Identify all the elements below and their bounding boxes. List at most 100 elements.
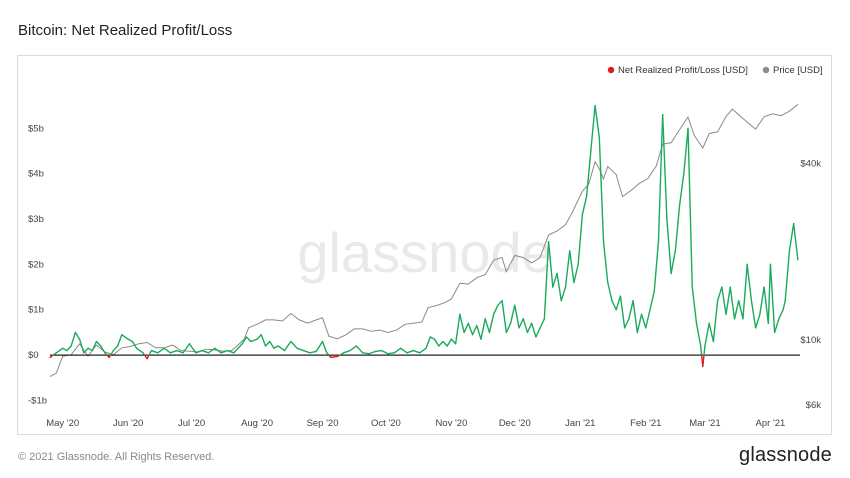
nrpl-segment	[429, 336, 436, 340]
nrpl-segment	[695, 322, 702, 347]
nrpl-segment	[150, 349, 159, 354]
nrpl-segment	[773, 318, 780, 334]
nrpl-segment	[442, 340, 448, 347]
nrpl-segment	[501, 299, 508, 334]
nrpl-segment	[632, 299, 639, 334]
brand-logo[interactable]: glassnode	[739, 444, 832, 466]
nrpl-segment	[729, 286, 736, 320]
nrpl-segment	[70, 331, 77, 347]
nrpl-segment	[674, 204, 681, 252]
nrpl-segment	[535, 327, 541, 338]
nrpl-segment	[321, 340, 328, 354]
nrpl-segment	[380, 349, 389, 355]
nrpl-segment	[214, 347, 222, 354]
nrpl-segment	[121, 333, 129, 340]
nrpl-segment	[763, 286, 770, 325]
nrpl-segment	[509, 304, 516, 325]
nrpl-segment	[645, 309, 651, 329]
y-right-tick-label: $10k	[800, 335, 821, 346]
nrpl-segment	[746, 263, 753, 302]
nrpl-segment	[569, 250, 575, 284]
nrpl-segment	[564, 250, 571, 288]
nrpl-segment	[207, 347, 216, 354]
nrpl-segment	[290, 340, 298, 349]
nrpl-segment	[446, 338, 453, 347]
y-left-tick-label: $0	[28, 350, 39, 361]
nrpl-segment	[201, 349, 210, 354]
nrpl-segment	[148, 349, 153, 356]
nrpl-segment	[188, 343, 197, 354]
nrpl-segment	[467, 322, 474, 336]
nrpl-segment	[687, 127, 693, 288]
nrpl-segment	[769, 263, 776, 334]
nrpl-segment	[670, 250, 677, 275]
x-tick-label: May '20	[46, 418, 79, 429]
nrpl-segment	[109, 349, 115, 356]
nrpl-segment	[241, 336, 248, 345]
nrpl-segment	[459, 313, 465, 334]
nrpl-segment	[661, 113, 668, 220]
nrpl-segment	[78, 338, 85, 354]
nrpl-segment	[611, 299, 617, 311]
nrpl-segment	[220, 349, 229, 354]
nrpl-segment	[742, 263, 748, 320]
nrpl-segment	[560, 286, 567, 302]
nrpl-segment	[623, 318, 630, 329]
nrpl-segment	[471, 324, 478, 336]
x-tick-label: Jun '20	[113, 418, 143, 429]
nrpl-segment	[302, 349, 311, 354]
nrpl-segment	[691, 286, 698, 325]
nrpl-segment	[598, 136, 605, 243]
y-left-tick-label: -$1b	[28, 395, 47, 406]
nrpl-segment	[526, 322, 533, 334]
nrpl-segment	[406, 349, 415, 354]
nrpl-segment	[169, 349, 178, 354]
nrpl-segment	[738, 299, 744, 320]
chart-panel	[17, 55, 832, 435]
nrpl-segment	[245, 336, 252, 343]
nrpl-segment	[476, 324, 482, 340]
nrpl-segment	[484, 318, 491, 334]
nrpl-segment	[602, 240, 609, 284]
nrpl-segment	[361, 352, 370, 355]
nrpl-segment	[733, 299, 740, 320]
nrpl-segment	[514, 304, 520, 329]
nrpl-segment	[55, 347, 64, 354]
nrpl-segment	[330, 355, 339, 359]
x-tick-label: Feb '21	[630, 418, 661, 429]
nrpl-segment	[505, 322, 512, 334]
nrpl-segment	[233, 347, 239, 354]
nrpl-segment	[539, 318, 546, 329]
nrpl-segment	[463, 322, 470, 334]
nrpl-segment	[518, 318, 524, 329]
nrpl-segment	[522, 318, 529, 334]
nrpl-segment	[163, 347, 172, 354]
nrpl-segment	[349, 345, 358, 352]
nrpl-segment	[657, 113, 664, 243]
nrpl-segment	[615, 295, 622, 311]
nrpl-segment	[131, 340, 138, 349]
nrpl-segment	[342, 349, 351, 354]
page-title: Bitcoin: Net Realized Profit/Loss	[18, 22, 233, 39]
nrpl-segment	[454, 313, 461, 345]
nrpl-segment	[497, 299, 503, 306]
nrpl-segment	[619, 295, 626, 329]
x-tick-label: Apr '21	[756, 418, 786, 429]
nrpl-segment	[607, 281, 613, 302]
legend-nrpl-label: Net Realized Profit/Loss [USD]	[618, 65, 748, 76]
nrpl-segment	[283, 340, 292, 352]
y-left-tick-label: $4b	[28, 169, 44, 180]
nrpl-segment	[237, 343, 243, 349]
nrpl-segment	[725, 286, 731, 315]
nrpl-segment	[640, 313, 647, 329]
x-tick-label: Jan '21	[565, 418, 595, 429]
nrpl-segment	[683, 127, 689, 175]
nrpl-segment	[355, 345, 364, 354]
nrpl-segment	[784, 250, 791, 302]
nrpl-segment	[273, 345, 279, 349]
nrpl-segment	[649, 290, 655, 311]
nrpl-segment	[127, 338, 134, 343]
nrpl-segment	[256, 333, 262, 340]
nrpl-segment	[543, 240, 550, 320]
